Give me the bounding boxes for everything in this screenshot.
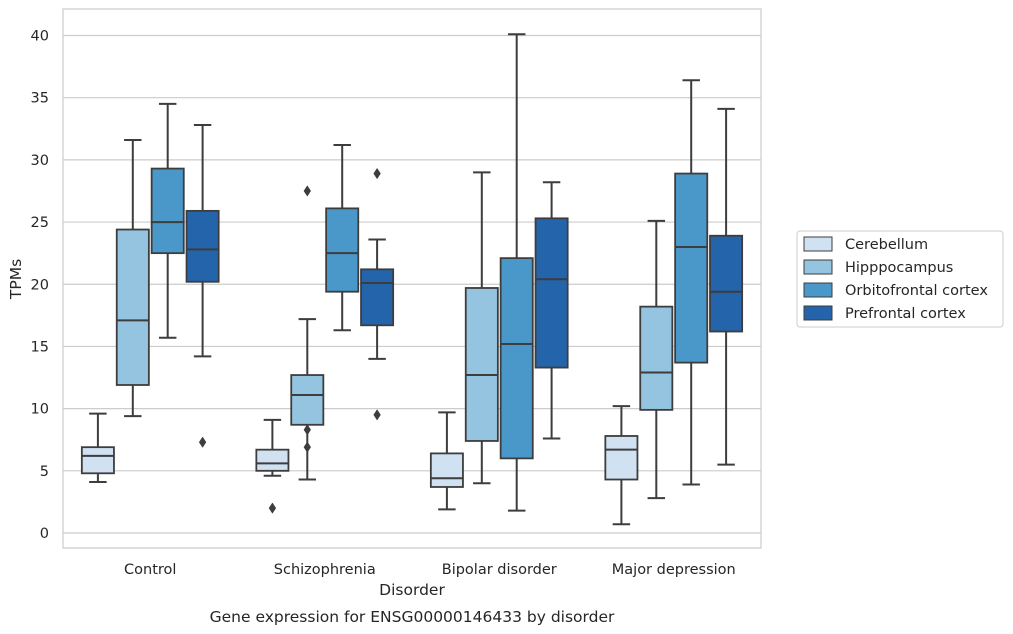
box-0-3	[185, 124, 220, 448]
plot-background	[63, 9, 761, 548]
outlier-1	[373, 409, 381, 421]
y-tick-label-20: 20	[31, 277, 49, 293]
box-1-3	[360, 167, 395, 421]
iqr-box	[255, 448, 290, 472]
iqr-box	[325, 207, 360, 293]
iqr-box	[115, 228, 150, 386]
y-tick-label-35: 35	[31, 91, 49, 107]
legend-frame	[796, 230, 1004, 328]
y-tick-label-15: 15	[31, 339, 49, 355]
legend-swatch-2	[803, 282, 833, 298]
y-axis-label: TPMs	[7, 259, 25, 300]
box-3-3	[709, 107, 744, 466]
box-2-2	[499, 33, 534, 512]
iqr-box	[360, 268, 395, 327]
y-tick-label-40: 40	[31, 29, 49, 45]
box-3-2	[674, 79, 709, 486]
iqr-box	[604, 435, 639, 481]
box-group-0	[80, 102, 220, 484]
iqr-box	[429, 452, 464, 488]
iqr-box	[499, 257, 534, 460]
iqr-box	[464, 287, 499, 442]
box-0-1	[115, 138, 150, 418]
x-tick-label-0: Control	[124, 562, 176, 578]
legend-swatch-3	[803, 305, 833, 321]
outlier-2	[303, 441, 311, 453]
y-tick-label-0: 0	[40, 526, 49, 542]
box-2-1	[464, 171, 499, 485]
outlier-0	[268, 502, 277, 514]
box-2-3	[534, 181, 569, 440]
box-1-1	[290, 185, 325, 481]
legend-swatch-0	[803, 236, 833, 252]
outlier-0	[198, 436, 207, 448]
iqr-box	[709, 234, 744, 333]
legend-label-2: Orbitofrontal cortex	[845, 283, 988, 299]
x-tick-label-1: Schizophrenia	[274, 562, 376, 578]
legend-label-3: Prefrontal cortex	[845, 306, 966, 322]
outlier-0	[373, 167, 381, 180]
iqr-box	[290, 374, 325, 426]
x-axis-label: Disorder	[379, 581, 445, 599]
legend-label-1: Hipppocampus	[845, 260, 953, 276]
y-tick-label-30: 30	[31, 153, 49, 169]
iqr-box	[674, 172, 709, 364]
outlier-1	[303, 424, 311, 436]
box-0-2	[150, 102, 185, 339]
x-tick-label-3: Major depression	[612, 562, 736, 578]
legend-swatch-1	[803, 259, 833, 275]
plot-area	[62, 8, 762, 549]
iqr-box	[534, 217, 569, 369]
box-group-1	[255, 143, 395, 514]
box-group-3	[604, 79, 744, 526]
iqr-box	[150, 167, 185, 255]
box-3-0	[604, 405, 639, 526]
y-tick-label-5: 5	[40, 464, 49, 480]
x-tick-label-2: Bipolar disorder	[442, 562, 557, 578]
plot-frame	[62, 8, 762, 549]
box-1-2	[325, 143, 360, 332]
box-groups	[80, 33, 744, 526]
box-2-0	[429, 411, 464, 511]
legend: Cerebellum Hipppocampus Orbitofrontal cort…	[796, 230, 1004, 328]
y-tick-label-10: 10	[31, 402, 49, 418]
iqr-box	[639, 305, 674, 411]
box-3-1	[639, 219, 674, 500]
iqr-box	[185, 209, 220, 283]
outlier-0	[303, 185, 311, 197]
y-axis-ticks: 0 5 10 15 20 25 30 35 40	[31, 29, 49, 543]
box-1-0	[255, 418, 290, 514]
x-axis-ticks: Control Schizophrenia Bipolar disorder Majo…	[124, 562, 736, 578]
iqr-box	[80, 446, 115, 475]
y-tick-label-25: 25	[31, 215, 49, 231]
figure-caption: Gene expression for ENSG00000146433 by d…	[210, 608, 615, 626]
box-group-2	[429, 33, 569, 512]
legend-label-0: Cerebellum	[845, 237, 928, 253]
box-0-0	[80, 412, 115, 484]
